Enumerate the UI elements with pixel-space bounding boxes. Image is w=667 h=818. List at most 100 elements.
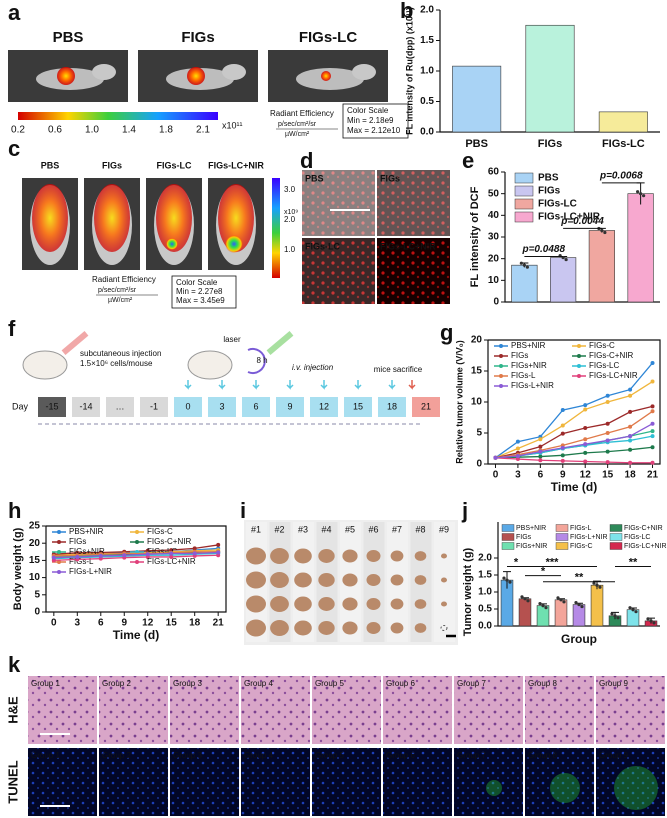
legend-label: FIGs [69, 537, 86, 546]
y-tick-label: 15 [471, 366, 483, 377]
signal [156, 184, 192, 252]
point [145, 548, 150, 553]
point [583, 442, 588, 447]
series-line [53, 551, 219, 559]
tumor [342, 573, 358, 587]
legend-swatch [501, 533, 515, 541]
y-tick-label: 30 [488, 232, 500, 243]
colorbar-tick: 2.1 [196, 125, 210, 136]
day-text: 12 [319, 401, 329, 411]
dot [639, 192, 643, 196]
arrow [354, 380, 362, 390]
y-tick-label: 1.0 [420, 66, 434, 77]
point [605, 449, 610, 454]
group-label: Group 9 [599, 679, 628, 688]
legend-swatch [501, 524, 515, 532]
group-label: Group 6 [386, 679, 415, 688]
series-line [53, 551, 219, 557]
legend-label: FIGs-C [589, 341, 615, 350]
day-box [106, 397, 134, 417]
image-label: PBS [53, 29, 84, 46]
dot [595, 583, 599, 587]
significance: ** [629, 556, 638, 568]
arrow [218, 380, 226, 390]
legend-marker [57, 570, 61, 574]
dot [598, 585, 602, 589]
sample-label: #3 [298, 524, 308, 534]
legend-marker [57, 560, 61, 564]
tumor [270, 596, 289, 612]
legend-swatch [609, 524, 623, 532]
sample-label: #8 [415, 524, 425, 534]
group-label: Group 5 [315, 679, 344, 688]
point [169, 548, 174, 553]
bar [572, 604, 586, 627]
scale-title: Color Scale [176, 278, 218, 287]
day-text: -14 [79, 401, 92, 411]
histology-image [241, 676, 310, 744]
dot [580, 604, 584, 609]
legend-label: FIGs-C+NIR [624, 525, 663, 532]
group-label: Group 3 [173, 679, 202, 688]
legend-label: FIGs [511, 351, 528, 360]
y-tick-label: 0.0 [420, 127, 434, 138]
x-tick-label: 3 [515, 470, 521, 481]
x-axis-label: Group [561, 632, 597, 646]
point [605, 438, 610, 443]
significance: * [541, 566, 546, 578]
colorbar-tick: 1.0 [85, 125, 99, 136]
cycle-arrow [247, 348, 266, 374]
point [75, 554, 80, 559]
histology-image [99, 748, 168, 816]
legend-swatch [514, 198, 534, 210]
point [493, 455, 498, 460]
histology-image [525, 676, 594, 744]
signal [57, 67, 75, 85]
signal [321, 71, 331, 81]
series-line [495, 380, 653, 459]
y-tick-label: 20 [488, 253, 500, 264]
day-text: … [116, 401, 125, 411]
image-label: FIGs-LC [157, 160, 192, 170]
p-value: p=0.0068 [599, 170, 643, 181]
point [122, 553, 127, 558]
tumor [294, 620, 312, 636]
point [650, 421, 655, 426]
x-tick-label: 12 [142, 618, 154, 629]
colorbar-tick: 1.0 [284, 245, 296, 254]
point [650, 360, 655, 365]
legend-swatch [555, 542, 569, 550]
apoptosis [614, 766, 658, 810]
point [628, 424, 633, 429]
point [628, 438, 633, 443]
legend-label: PBS+NIR [516, 525, 546, 532]
x-tick-label: 18 [625, 470, 637, 481]
tumor [414, 623, 427, 633]
radiant-num: p/sec/cm²/sr [278, 121, 317, 128]
sample-label: #7 [392, 524, 402, 534]
image-label: FIGs [181, 29, 214, 46]
point [650, 429, 655, 434]
day-box [276, 397, 304, 417]
legend-label: FIGs [516, 534, 532, 541]
scale-box [342, 103, 409, 139]
point [628, 387, 633, 392]
radiant-num: p/sec/cm²/sr [98, 287, 137, 294]
point [145, 554, 150, 559]
legend-label: FIGs-LC+NIR [624, 543, 667, 550]
series-line [495, 362, 654, 459]
histology-image [454, 748, 523, 816]
panel-letter: e [462, 148, 474, 173]
radiant-title: Radiant Efficiency [270, 109, 334, 118]
histology-image [241, 748, 310, 816]
dot [559, 598, 563, 602]
sample-label: #5 [345, 524, 355, 534]
legend-label: FIGs-C+NIR [147, 537, 191, 546]
bar [518, 598, 532, 627]
day-text: 0 [185, 401, 190, 411]
image-label: PBS [41, 160, 60, 170]
y-axis-label: Relative tumor volume (V/V₀) [454, 340, 464, 464]
dot [636, 190, 640, 194]
legend-label: FIGs-L [69, 557, 94, 566]
legend-label: FIGs+NIR [69, 547, 105, 556]
